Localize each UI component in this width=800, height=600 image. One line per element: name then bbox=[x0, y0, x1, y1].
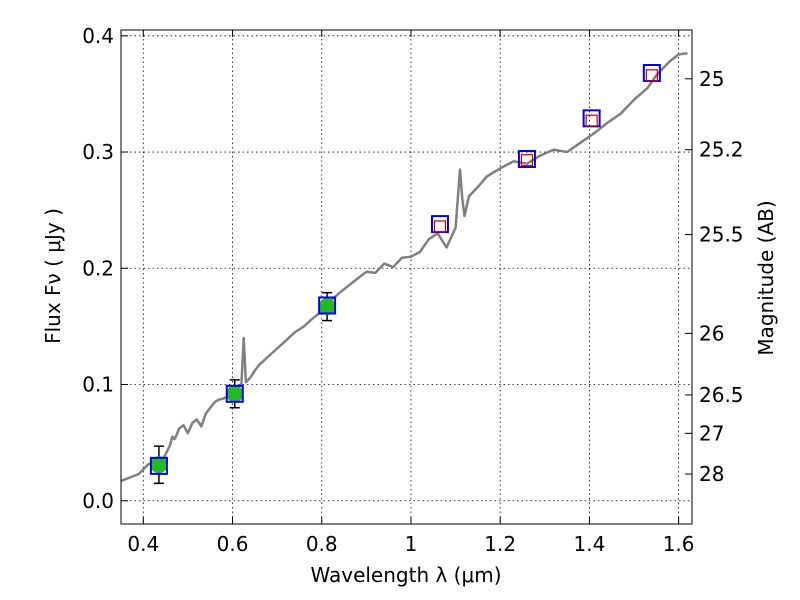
x-axis-title: Wavelength λ (μm) bbox=[310, 563, 501, 587]
right-tick-label: 25.5 bbox=[699, 223, 744, 247]
right-tick-label: 28 bbox=[699, 462, 724, 486]
x-tick-label: 0.8 bbox=[306, 532, 338, 556]
right-tick-label: 25.2 bbox=[699, 138, 744, 162]
ticks: 0.4 0.6 0.8 1 1.2 1.4 1.6 0.0 0.1 0.2 0.3 0.4 25 25.2… bbox=[82, 24, 743, 556]
model-box bbox=[517, 150, 536, 169]
x-tick-label: 1.2 bbox=[484, 532, 516, 556]
y-tick-label: 0.4 bbox=[82, 24, 114, 48]
right-tick-label: 26 bbox=[699, 321, 724, 345]
photometry-point bbox=[226, 385, 244, 403]
y-axis-title: Flux Fν ( μJy ) bbox=[41, 208, 65, 344]
inner-box bbox=[520, 154, 534, 167]
inner-box bbox=[433, 220, 447, 233]
right-tick-label: 25 bbox=[699, 67, 724, 91]
y-tick-label: 0.0 bbox=[82, 489, 114, 513]
y-tick-label: 0.3 bbox=[82, 140, 114, 164]
spectrum-line bbox=[120, 51, 688, 483]
plot-frame bbox=[120, 29, 693, 525]
inner-box bbox=[645, 69, 658, 82]
photometry-point bbox=[150, 456, 168, 474]
x-tick-label: 0.6 bbox=[217, 532, 249, 556]
photometry-points bbox=[150, 298, 336, 474]
right-tick-label: 26.5 bbox=[699, 383, 744, 407]
inner-boxes bbox=[433, 69, 658, 233]
model-boxes bbox=[149, 64, 661, 475]
x-tick-label: 1.4 bbox=[573, 532, 605, 556]
grid-lines bbox=[121, 30, 692, 524]
y-tick-label: 0.2 bbox=[82, 256, 114, 280]
model-box bbox=[318, 296, 337, 315]
photometry-point bbox=[318, 298, 336, 316]
inner-box bbox=[585, 114, 598, 127]
y-axis-right-title: Magnitude (AB) bbox=[754, 200, 778, 355]
right-tick-label: 27 bbox=[699, 421, 724, 445]
x-tick-label: 1.6 bbox=[663, 532, 695, 556]
x-tick-label: 1 bbox=[405, 532, 418, 556]
model-box bbox=[149, 456, 168, 475]
y-tick-label: 0.1 bbox=[82, 373, 114, 397]
spectrum-series bbox=[120, 51, 688, 483]
model-box bbox=[225, 384, 244, 403]
x-tick-label: 0.4 bbox=[127, 532, 159, 556]
